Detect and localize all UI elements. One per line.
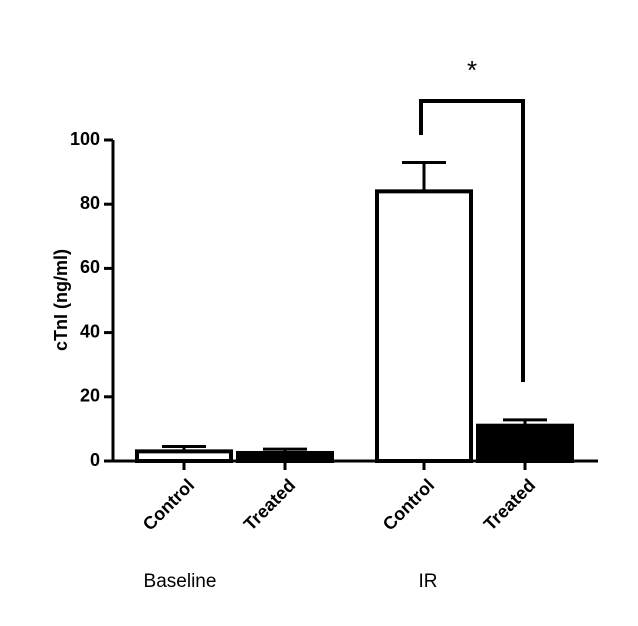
y-tick-label: 0 bbox=[90, 450, 100, 470]
x-tick-label: Control bbox=[139, 475, 198, 534]
x-tick-label: Control bbox=[379, 475, 438, 534]
y-tick-label: 100 bbox=[70, 129, 100, 149]
bar bbox=[476, 423, 574, 464]
y-tick-label: 60 bbox=[80, 257, 100, 277]
y-tick-label: 40 bbox=[80, 321, 100, 341]
x-tick-label: Treated bbox=[240, 475, 299, 534]
group-label: IR bbox=[419, 571, 438, 592]
x-tick-label: Treated bbox=[480, 475, 539, 534]
significance-star: * bbox=[467, 55, 477, 85]
y-tick-label: 80 bbox=[80, 193, 100, 213]
bar bbox=[375, 189, 473, 464]
y-tick-label: 20 bbox=[80, 386, 100, 406]
y-axis-title: cTnI (ng/ml) bbox=[51, 249, 71, 351]
significance-bracket bbox=[419, 99, 525, 382]
group-label: Baseline bbox=[144, 571, 217, 592]
